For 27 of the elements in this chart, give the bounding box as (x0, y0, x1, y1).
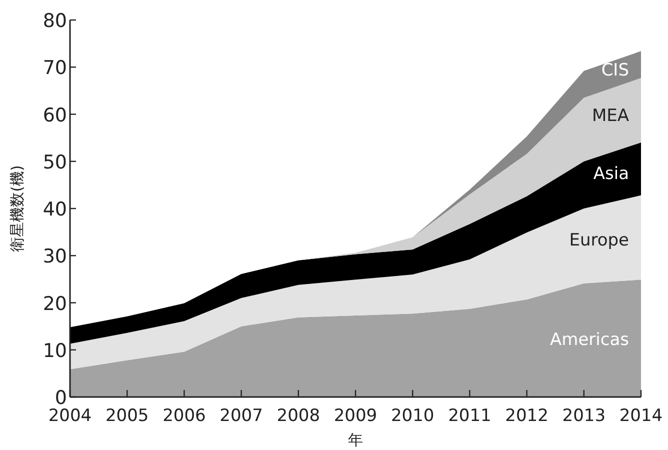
x-tick-label: 2011 (448, 406, 492, 426)
x-tick-label: 2005 (105, 406, 149, 426)
series-label: MEA (592, 106, 630, 126)
series-label: Asia (593, 164, 629, 184)
y-axis-title: 衛星機数(機) (8, 165, 26, 252)
x-tick-label: 2006 (162, 406, 206, 426)
x-tick-label: 2013 (562, 406, 606, 426)
y-tick-label: 10 (42, 340, 67, 362)
y-tick-label: 20 (42, 292, 67, 315)
x-tick-label: 2009 (334, 406, 378, 426)
x-tick-label: 2008 (276, 406, 320, 426)
series-label: CIS (601, 60, 629, 80)
x-axis-title: 年 (348, 431, 363, 449)
y-tick-label: 50 (42, 151, 67, 174)
y-tick-label: 30 (42, 246, 67, 268)
series-label: Europe (569, 230, 629, 251)
series-label: Americas (550, 330, 630, 350)
x-tick-label: 2004 (48, 406, 92, 426)
y-tick-label: 0 (54, 387, 67, 409)
x-tick-label: 2007 (220, 406, 263, 426)
y-tick-label: 70 (42, 57, 67, 80)
x-tick-label: 2014 (619, 406, 663, 426)
y-tick-label: 80 (42, 10, 67, 32)
y-tick-label: 40 (42, 198, 67, 220)
y-tick-label: 60 (42, 104, 67, 126)
x-tick-label: 2010 (390, 406, 434, 426)
x-tick-label: 2012 (505, 406, 548, 426)
